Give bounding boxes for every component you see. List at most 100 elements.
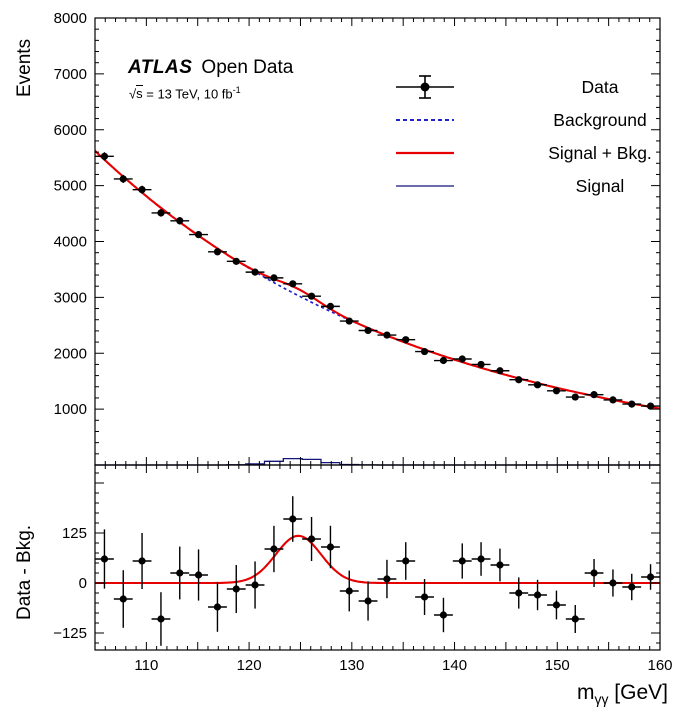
data-marker <box>458 355 466 363</box>
data-marker <box>251 268 259 276</box>
legend-label: Background <box>553 110 646 130</box>
signal-plus-background-curve <box>94 150 661 410</box>
data-marker <box>119 175 127 183</box>
data-marker <box>477 555 485 563</box>
y-tick-label-events: 3000 <box>54 289 87 306</box>
data-marker <box>270 274 278 282</box>
data-marker <box>609 579 617 587</box>
atlas-wordmark: ATLAS <box>128 57 193 78</box>
legend-label: Signal + Bkg. <box>548 143 652 163</box>
y-axis-title-residuals: Data - Bkg. <box>14 524 35 620</box>
data-marker <box>251 581 259 589</box>
data-marker <box>458 557 466 565</box>
data-marker <box>646 402 655 410</box>
data-marker <box>439 611 448 619</box>
y-tick-label-events: 5000 <box>54 178 87 195</box>
data-marker <box>345 587 353 595</box>
y-tick-label-events: 1000 <box>54 401 87 418</box>
data-marker <box>628 583 636 591</box>
data-marker <box>194 571 203 579</box>
x-tick-label: 130 <box>339 657 364 674</box>
data-marker <box>571 393 579 401</box>
data-marker <box>289 280 297 288</box>
experiment-label: ATLAS Open Data <box>128 57 293 79</box>
data-marker <box>533 591 542 599</box>
y-tick-label-events: 7000 <box>54 66 87 83</box>
x-tick-label: 120 <box>237 657 262 674</box>
data-marker <box>383 331 391 339</box>
data-marker <box>496 561 504 569</box>
x-title-subscript: γγ <box>594 691 609 708</box>
data-marker <box>176 217 184 225</box>
data-marker <box>515 589 523 597</box>
bottom-panel-frame <box>94 464 661 651</box>
signal-histogram <box>95 457 660 466</box>
data-marker <box>628 400 636 408</box>
luminosity-label: √s = 13 TeV, 10 fb-1 <box>129 85 241 102</box>
data-marker <box>515 376 523 384</box>
data-marker <box>646 573 655 581</box>
energy-lumi-text: = 13 TeV, 10 fb <box>142 86 233 102</box>
data-marker <box>439 356 448 365</box>
y-tick-label-residuals: 125 <box>62 525 87 542</box>
sqrt-symbol: √ <box>129 86 137 102</box>
data-marker <box>402 557 410 565</box>
data-marker <box>383 575 391 583</box>
data-marker <box>326 302 335 310</box>
y-tick-label-residuals: −125 <box>53 625 87 642</box>
x-axis-title: mγγ [GeV] <box>577 681 668 707</box>
dataset-label: Open Data <box>201 57 294 78</box>
data-marker <box>307 292 316 300</box>
data-marker <box>100 555 109 563</box>
x-tick-label: 140 <box>442 657 467 674</box>
legend-item-solid: Signal + Bkg. <box>396 143 652 163</box>
data-marker <box>157 615 165 623</box>
data-marker <box>402 336 410 344</box>
legend-item-thin: Signal <box>396 176 624 196</box>
data-marker <box>194 230 203 239</box>
data-marker <box>420 593 429 601</box>
residual-signal-curve <box>95 534 660 585</box>
residual-series <box>95 496 660 646</box>
data-marker <box>364 597 372 605</box>
data-marker <box>232 257 240 265</box>
y-tick-label-events: 6000 <box>54 122 87 139</box>
x-title-base: m <box>576 681 595 704</box>
data-marker <box>477 360 485 369</box>
data-marker <box>533 381 542 389</box>
data-marker <box>119 595 127 603</box>
data-marker <box>213 248 222 256</box>
x-tick-label: 160 <box>647 657 672 674</box>
data-marker <box>552 387 561 395</box>
x-tick-label: 150 <box>545 657 570 674</box>
legend-item-dashed: Background <box>396 110 647 130</box>
axis-ticks <box>95 18 660 650</box>
data-marker <box>270 545 278 553</box>
y-tick-label-events: 2000 <box>54 345 87 362</box>
data-marker <box>213 603 222 611</box>
data-marker <box>420 347 429 356</box>
data-marker <box>289 515 297 523</box>
data-marker <box>138 557 146 565</box>
sqrt-argument: s <box>136 85 143 102</box>
y-tick-label-events: 4000 <box>54 234 87 251</box>
data-marker <box>176 569 184 577</box>
y-axis-title-events: Events <box>14 38 35 97</box>
data-marker <box>232 585 240 593</box>
y-tick-label-events: 8000 <box>54 10 87 27</box>
legend-data-marker <box>420 82 430 92</box>
legend-label: Data <box>582 77 619 97</box>
data-marker <box>496 367 504 375</box>
data-marker <box>100 152 109 160</box>
legend-item-marker: Data <box>396 75 619 99</box>
data-marker <box>571 615 579 623</box>
y-tick-label-residuals: 0 <box>79 575 87 592</box>
data-marker <box>307 535 316 543</box>
data-marker <box>326 543 335 551</box>
data-marker <box>138 186 146 194</box>
data-marker <box>552 601 561 609</box>
data-marker <box>157 209 165 217</box>
data-marker <box>345 317 353 325</box>
